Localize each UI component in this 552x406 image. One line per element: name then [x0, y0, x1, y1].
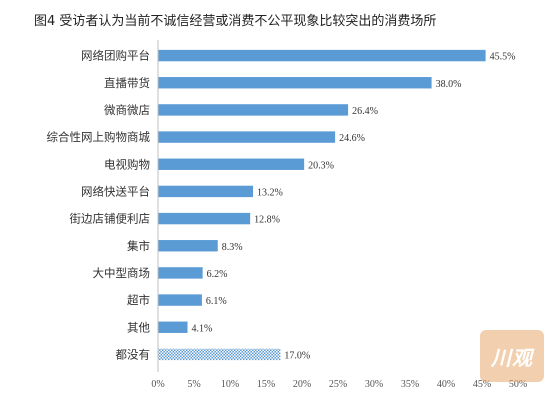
category-label-10: 其他: [127, 320, 150, 334]
bar-10: [158, 321, 188, 333]
value-label-10: 4.1%: [192, 323, 213, 334]
value-label-8: 6.2%: [207, 269, 228, 280]
bars-layer: 45.5% 38.0% 26.4% 24.6% 20.3% 13.2% 12.8% 8.3% 6…: [158, 49, 516, 361]
value-label-5: 13.2%: [257, 187, 283, 198]
category-label-5: 网络快送平台: [81, 184, 150, 198]
category-label-4: 电视购物: [104, 157, 150, 171]
value-label-6: 12.8%: [254, 215, 280, 226]
x-tick-label-6: 30%: [365, 379, 383, 390]
category-label-7: 集市: [127, 239, 150, 253]
bar-3: [158, 131, 336, 143]
x-tick-label-4: 20%: [293, 379, 311, 390]
bar-1: [158, 77, 432, 89]
category-label-11: 都没有: [116, 347, 151, 361]
bar-11: [158, 348, 281, 361]
chart-title: 图4 受访者认为当前不诚信经营或消费不公平现象比较突出的消费场所: [34, 14, 437, 29]
bar-4: [158, 158, 305, 170]
bar-8: [158, 267, 203, 279]
bar-7: [158, 240, 218, 252]
bar-6: [158, 212, 251, 225]
category-label-1: 直播带货: [104, 76, 150, 90]
category-label-9: 超市: [127, 293, 150, 307]
value-label-11: 17.0%: [284, 350, 310, 361]
watermark-logo: 川观: [480, 330, 544, 382]
value-label-2: 26.4%: [352, 106, 378, 117]
bar-2: [158, 104, 349, 116]
x-tick-label-1: 5%: [187, 379, 200, 390]
value-label-9: 6.1%: [206, 296, 227, 307]
bar-0: [158, 49, 486, 62]
category-label-2: 微商微店: [104, 103, 150, 117]
bar-9: [158, 294, 202, 306]
category-label-3: 综合性网上购物商城: [47, 130, 151, 144]
value-label-7: 8.3%: [222, 242, 243, 253]
x-tick-label-9: 45%: [473, 379, 491, 390]
x-tick-label-0: 0%: [151, 379, 164, 390]
bar-5: [158, 185, 254, 198]
x-tick-label-7: 35%: [401, 379, 419, 390]
category-label-6: 街边店铺便利店: [70, 212, 151, 226]
category-label-0: 网络团购平台: [81, 49, 150, 63]
value-label-4: 20.3%: [308, 160, 334, 171]
x-tick-label-3: 15%: [257, 379, 275, 390]
value-label-3: 24.6%: [339, 133, 365, 144]
axis-layer: 网络团购平台直播带货微商微店综合性网上购物商城电视购物网络快送平台街边店铺便利店…: [47, 40, 527, 390]
x-tick-label-8: 40%: [437, 379, 455, 390]
value-label-0: 45.5%: [490, 52, 516, 63]
x-tick-label-5: 25%: [329, 379, 347, 390]
category-label-8: 大中型商场: [93, 266, 151, 280]
x-tick-label-2: 10%: [221, 379, 239, 390]
value-label-1: 38.0%: [436, 79, 462, 90]
x-tick-label-10: 50%: [509, 379, 527, 390]
